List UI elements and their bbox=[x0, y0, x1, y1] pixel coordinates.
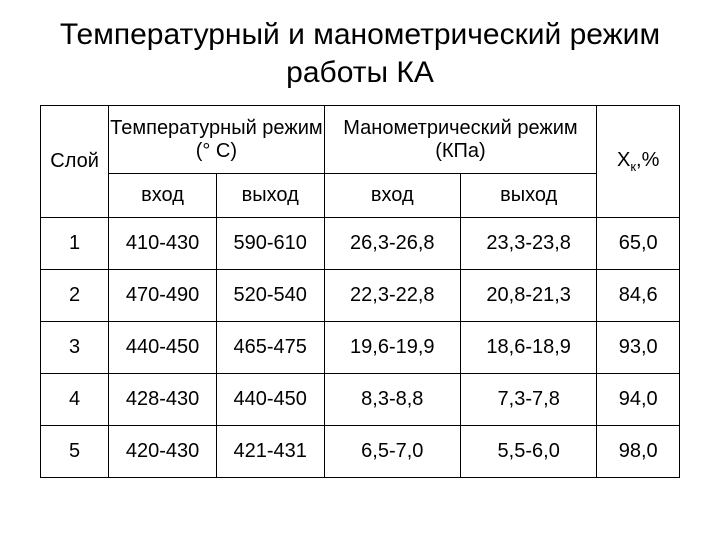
col-header-mano-out: выход bbox=[460, 174, 596, 218]
cell-mano-in: 6,5-7,0 bbox=[324, 426, 460, 478]
col-header-layer: Слой bbox=[41, 106, 109, 218]
cell-mano-in: 19,6-19,9 bbox=[324, 322, 460, 374]
table-row: 2 470-490 520-540 22,3-22,8 20,8-21,3 84… bbox=[41, 270, 680, 322]
cell-xk: 94,0 bbox=[597, 374, 680, 426]
cell-mano-in: 26,3-26,8 bbox=[324, 218, 460, 270]
cell-layer: 5 bbox=[41, 426, 109, 478]
cell-xk: 98,0 bbox=[597, 426, 680, 478]
col-header-temp-in: вход bbox=[109, 174, 217, 218]
cell-xk: 84,6 bbox=[597, 270, 680, 322]
cell-layer: 2 bbox=[41, 270, 109, 322]
cell-mano-in: 22,3-22,8 bbox=[324, 270, 460, 322]
cell-temp-in: 410-430 bbox=[109, 218, 217, 270]
cell-temp-out: 421-431 bbox=[216, 426, 324, 478]
cell-mano-out: 18,6-18,9 bbox=[460, 322, 596, 374]
cell-mano-out: 7,3-7,8 bbox=[460, 374, 596, 426]
cell-temp-in: 440-450 bbox=[109, 322, 217, 374]
col-header-temp-group: Температурный режим (° С) bbox=[109, 106, 324, 174]
cell-temp-in: 420-430 bbox=[109, 426, 217, 478]
cell-temp-out: 440-450 bbox=[216, 374, 324, 426]
cell-xk: 65,0 bbox=[597, 218, 680, 270]
cell-xk: 93,0 bbox=[597, 322, 680, 374]
table-row: 3 440-450 465-475 19,6-19,9 18,6-18,9 93… bbox=[41, 322, 680, 374]
col-header-temp-out: выход bbox=[216, 174, 324, 218]
xk-suffix: ,% bbox=[636, 149, 659, 171]
cell-mano-out: 5,5-6,0 bbox=[460, 426, 596, 478]
table-row: 4 428-430 440-450 8,3-8,8 7,3-7,8 94,0 bbox=[41, 374, 680, 426]
page-title: Температурный и манометрический режим ра… bbox=[40, 16, 680, 91]
table-row: 5 420-430 421-431 6,5-7,0 5,5-6,0 98,0 bbox=[41, 426, 680, 478]
col-header-mano-in: вход bbox=[324, 174, 460, 218]
cell-mano-out: 20,8-21,3 bbox=[460, 270, 596, 322]
cell-temp-in: 470-490 bbox=[109, 270, 217, 322]
cell-mano-in: 8,3-8,8 bbox=[324, 374, 460, 426]
cell-layer: 4 bbox=[41, 374, 109, 426]
cell-temp-out: 590-610 bbox=[216, 218, 324, 270]
cell-layer: 1 bbox=[41, 218, 109, 270]
regime-table: Слой Температурный режим (° С) Манометри… bbox=[40, 105, 680, 478]
cell-mano-out: 23,3-23,8 bbox=[460, 218, 596, 270]
cell-temp-out: 520-540 bbox=[216, 270, 324, 322]
xk-prefix: Х bbox=[617, 149, 630, 171]
cell-temp-in: 428-430 bbox=[109, 374, 217, 426]
cell-temp-out: 465-475 bbox=[216, 322, 324, 374]
col-header-mano-group: Манометрический режим (КПа) bbox=[324, 106, 597, 174]
col-header-xk: Хк,% bbox=[597, 106, 680, 218]
table-row: 1 410-430 590-610 26,3-26,8 23,3-23,8 65… bbox=[41, 218, 680, 270]
cell-layer: 3 bbox=[41, 322, 109, 374]
